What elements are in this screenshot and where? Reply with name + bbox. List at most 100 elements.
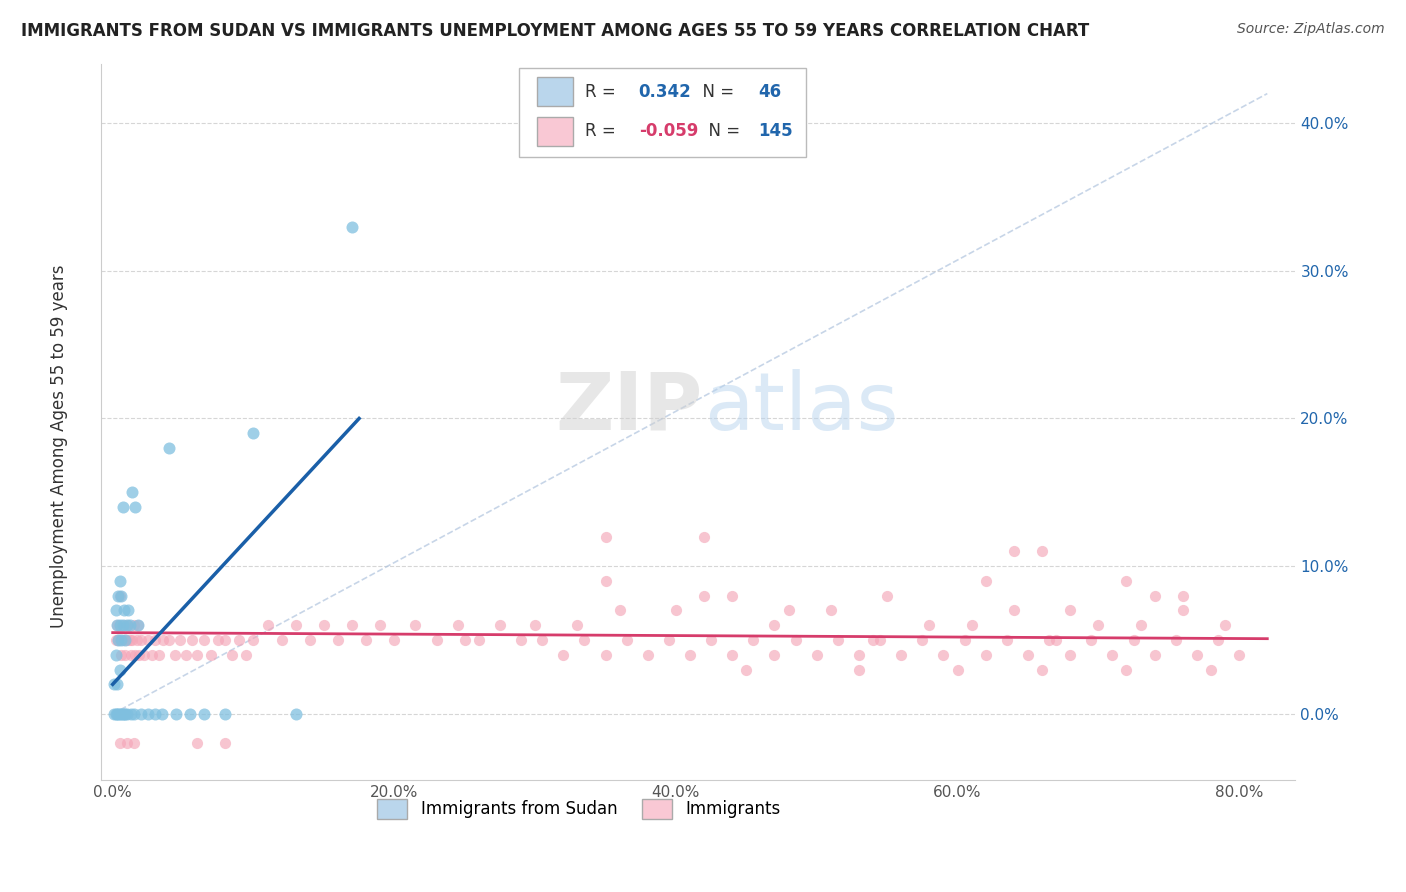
Point — [124, 500, 146, 514]
Point — [700, 632, 723, 647]
Legend: Immigrants from Sudan, Immigrants: Immigrants from Sudan, Immigrants — [371, 792, 787, 826]
Point — [340, 618, 363, 632]
Point — [115, 736, 138, 750]
Point — [932, 648, 955, 662]
Point — [114, 632, 136, 647]
Point — [110, 589, 132, 603]
Point — [163, 648, 186, 662]
Point — [108, 706, 131, 721]
Point — [112, 618, 135, 632]
Point — [104, 632, 127, 647]
Point — [1206, 632, 1229, 647]
Point — [121, 485, 143, 500]
Point — [228, 632, 250, 647]
Point — [104, 706, 127, 721]
Point — [763, 648, 786, 662]
Point — [128, 648, 150, 662]
Point — [1017, 648, 1039, 662]
Point — [111, 706, 134, 721]
Point — [256, 618, 278, 632]
Text: N =: N = — [699, 122, 745, 140]
Point — [404, 618, 426, 632]
Point — [105, 706, 128, 721]
Point — [200, 648, 222, 662]
Point — [1059, 603, 1081, 617]
Point — [105, 677, 128, 691]
Point — [270, 632, 292, 647]
Point — [354, 632, 377, 647]
FancyBboxPatch shape — [519, 68, 806, 157]
Point — [114, 706, 136, 721]
Point — [143, 632, 166, 647]
Point — [104, 648, 127, 662]
Point — [132, 648, 155, 662]
Point — [1143, 648, 1166, 662]
Point — [1164, 632, 1187, 647]
Point — [129, 706, 152, 721]
Text: 0.342: 0.342 — [638, 83, 692, 101]
Point — [848, 663, 870, 677]
Point — [1171, 603, 1194, 617]
Point — [721, 648, 744, 662]
Point — [120, 648, 142, 662]
Point — [114, 648, 136, 662]
Point — [1227, 648, 1250, 662]
Point — [595, 574, 617, 588]
Text: ZIP: ZIP — [555, 369, 703, 447]
Point — [1002, 603, 1025, 617]
Point — [1185, 648, 1208, 662]
Point — [127, 618, 149, 632]
Point — [1199, 663, 1222, 677]
Point — [115, 706, 138, 721]
Point — [117, 603, 139, 617]
Point — [1059, 648, 1081, 662]
Point — [115, 632, 138, 647]
Point — [124, 648, 146, 662]
Point — [284, 706, 307, 721]
FancyBboxPatch shape — [537, 78, 574, 106]
Point — [108, 663, 131, 677]
Point — [186, 648, 208, 662]
Point — [143, 706, 166, 721]
Point — [125, 632, 148, 647]
Point — [312, 618, 335, 632]
Point — [105, 618, 128, 632]
Point — [1115, 574, 1137, 588]
Point — [157, 632, 180, 647]
Point — [946, 663, 969, 677]
Point — [117, 618, 139, 632]
Point — [848, 648, 870, 662]
Point — [111, 500, 134, 514]
Text: IMMIGRANTS FROM SUDAN VS IMMIGRANTS UNEMPLOYMENT AMONG AGES 55 TO 59 YEARS CORRE: IMMIGRANTS FROM SUDAN VS IMMIGRANTS UNEM… — [21, 22, 1090, 40]
Point — [1080, 632, 1102, 647]
Point — [105, 618, 128, 632]
Text: N =: N = — [693, 83, 740, 101]
Point — [115, 618, 138, 632]
Point — [1122, 632, 1144, 647]
Point — [827, 632, 849, 647]
Point — [382, 632, 405, 647]
Point — [876, 589, 898, 603]
Point — [531, 632, 554, 647]
Point — [953, 632, 976, 647]
Point — [960, 618, 983, 632]
Point — [454, 632, 477, 647]
Point — [235, 648, 257, 662]
Point — [974, 574, 997, 588]
Point — [524, 618, 547, 632]
Point — [665, 603, 688, 617]
Point — [122, 736, 145, 750]
Point — [1101, 648, 1123, 662]
Point — [103, 706, 125, 721]
Point — [108, 589, 131, 603]
Point — [1002, 544, 1025, 558]
Point — [107, 589, 129, 603]
Point — [609, 603, 631, 617]
Point — [425, 632, 447, 647]
Point — [110, 632, 132, 647]
Point — [150, 706, 173, 721]
Point — [121, 632, 143, 647]
Point — [1213, 618, 1236, 632]
Point — [174, 648, 197, 662]
Point — [112, 706, 135, 721]
